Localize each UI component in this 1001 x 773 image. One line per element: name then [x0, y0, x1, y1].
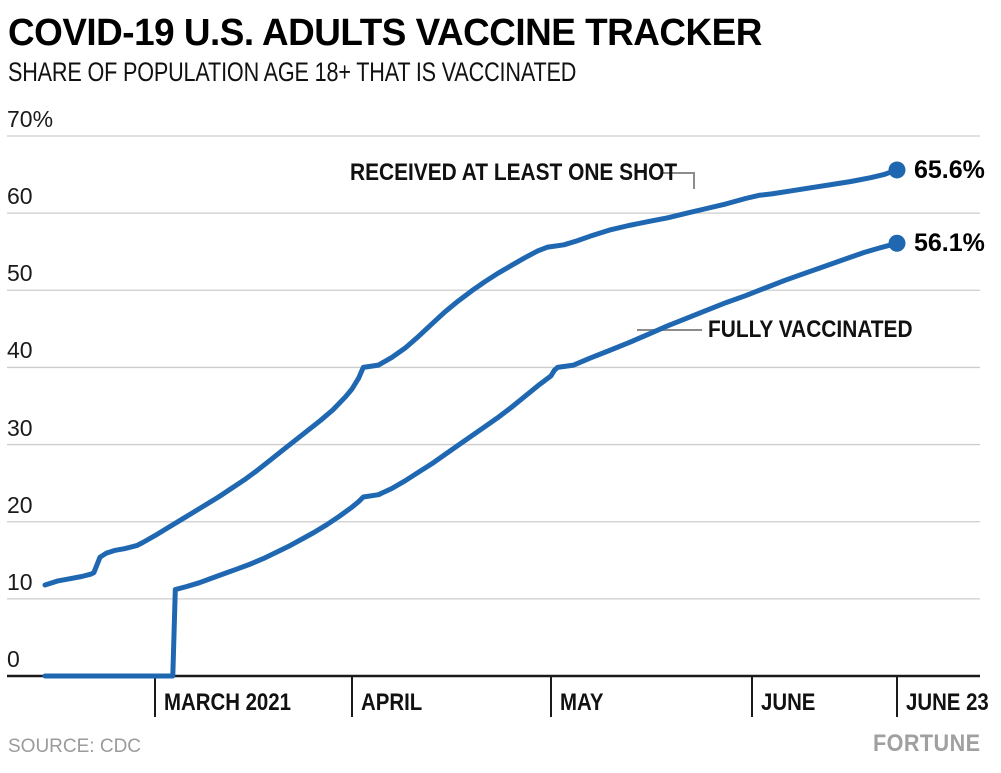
y-tick-label: 30	[7, 414, 33, 441]
y-tick-label: 60	[7, 183, 33, 210]
y-tick-label: 70%	[7, 106, 54, 132]
end-value-one-shot: 65.6%	[914, 155, 985, 184]
y-tick-label: 10	[7, 568, 33, 595]
y-tick-label: 0	[7, 646, 20, 672]
connector-one-shot	[662, 172, 695, 189]
x-tick-label: JUNE	[761, 689, 816, 716]
fortune-logo: FORTUNE	[872, 730, 980, 757]
x-tick-label: APRIL	[361, 689, 423, 716]
line-one-shot	[42, 167, 900, 588]
x-tick-label: MARCH 2021	[164, 689, 291, 716]
y-tick-label: 20	[7, 491, 33, 518]
x-tick-label: MAY	[560, 689, 604, 716]
line-fully-vaccinated	[42, 240, 900, 679]
x-tick-label: JUNE 23	[906, 689, 989, 716]
y-tick-label: 50	[7, 260, 33, 287]
series-label-one-shot: RECEIVED AT LEAST ONE SHOT	[350, 159, 678, 186]
end-dot-one-shot	[888, 161, 906, 179]
end-dot-fully-vaccinated	[888, 234, 906, 252]
source-credit: SOURCE: CDC	[8, 736, 142, 757]
end-value-fully-vaccinated: 56.1%	[914, 229, 985, 258]
y-tick-label: 40	[7, 337, 33, 364]
page-subtitle: SHARE OF POPULATION AGE 18+ THAT IS VACC…	[8, 57, 577, 87]
series-label-fully-vaccinated: FULLY VACCINATED	[708, 316, 913, 343]
page-title: COVID-19 U.S. ADULTS VACCINE TRACKER	[8, 12, 762, 54]
